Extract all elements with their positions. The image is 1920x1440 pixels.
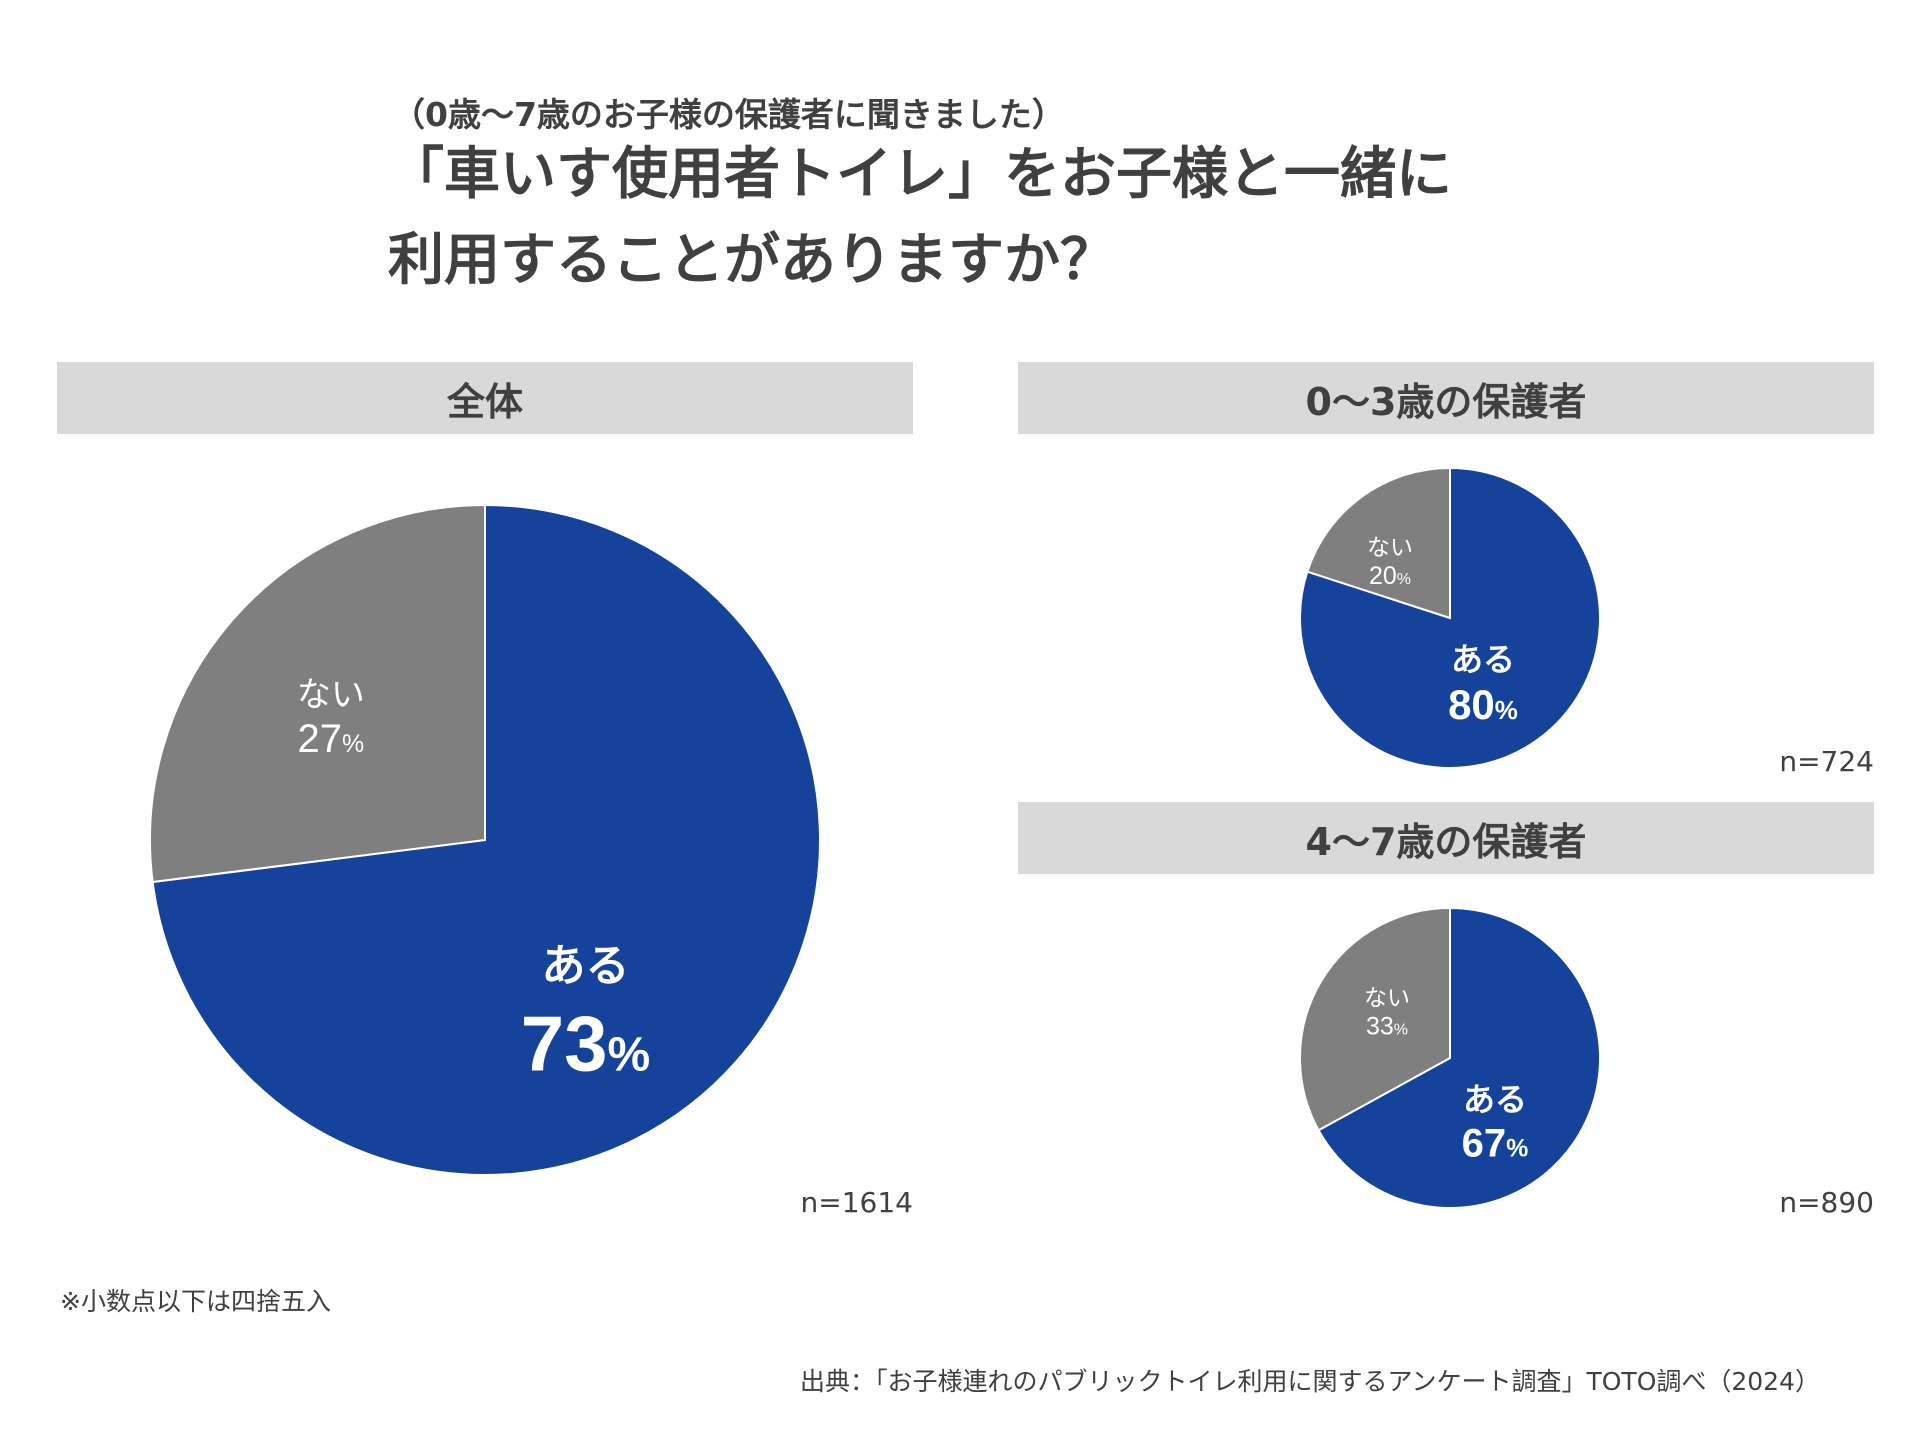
sample-size-all: n=1614 bbox=[800, 1186, 913, 1219]
panel-header-4-7: 4〜7歳の保護者 bbox=[1018, 802, 1874, 874]
pie-value-no: 33% bbox=[1366, 1012, 1408, 1040]
sample-size-0-3: n=724 bbox=[1779, 745, 1874, 778]
pie-label-yes: ある bbox=[1451, 641, 1515, 679]
pie-value-yes: 67% bbox=[1462, 1122, 1529, 1166]
chart-subtitle: （0歳〜7歳のお子様の保護者に聞きました） bbox=[392, 95, 1065, 134]
pie-slice-yes bbox=[1317, 906, 1601, 1209]
chart-title-line-1: 「車いす使用者トイレ」をお子様と一緒に bbox=[388, 142, 1452, 207]
panel-header-0-3: 0〜3歳の保護者 bbox=[1018, 362, 1874, 434]
rounding-note: ※小数点以下は四捨五入 bbox=[60, 1287, 331, 1316]
pie-value-yes: 73% bbox=[521, 999, 650, 1087]
chart-title: 「車いす使用者トイレ」をお子様と一緒に 利用することがありますか？ bbox=[388, 132, 1452, 304]
pie-value-yes: 80% bbox=[1448, 681, 1518, 728]
source-citation: 出典：「お子様連れのパブリックトイレ利用に関するアンケート調査」TOTO調べ（2… bbox=[799, 1367, 1820, 1396]
pie-label-no: ない bbox=[297, 675, 365, 715]
pie-value-no: 20% bbox=[1369, 562, 1411, 590]
sample-size-4-7: n=890 bbox=[1779, 1186, 1874, 1219]
chart-title-line-2: 利用することがありますか？ bbox=[388, 228, 1116, 293]
pie-label-no: ない bbox=[1367, 535, 1413, 561]
pie-value-no: 27% bbox=[298, 717, 365, 761]
pie-slice-no bbox=[1299, 906, 1451, 1132]
pie-slice-no bbox=[1306, 466, 1451, 620]
pie-slice-no bbox=[149, 503, 486, 884]
pie-label-yes: ある bbox=[1463, 1081, 1527, 1119]
pie-label-no: ない bbox=[1364, 986, 1410, 1012]
pie-label-yes: ある bbox=[542, 941, 630, 992]
panel-header-all: 全体 bbox=[57, 362, 913, 434]
pie-slice-yes bbox=[151, 503, 821, 1176]
